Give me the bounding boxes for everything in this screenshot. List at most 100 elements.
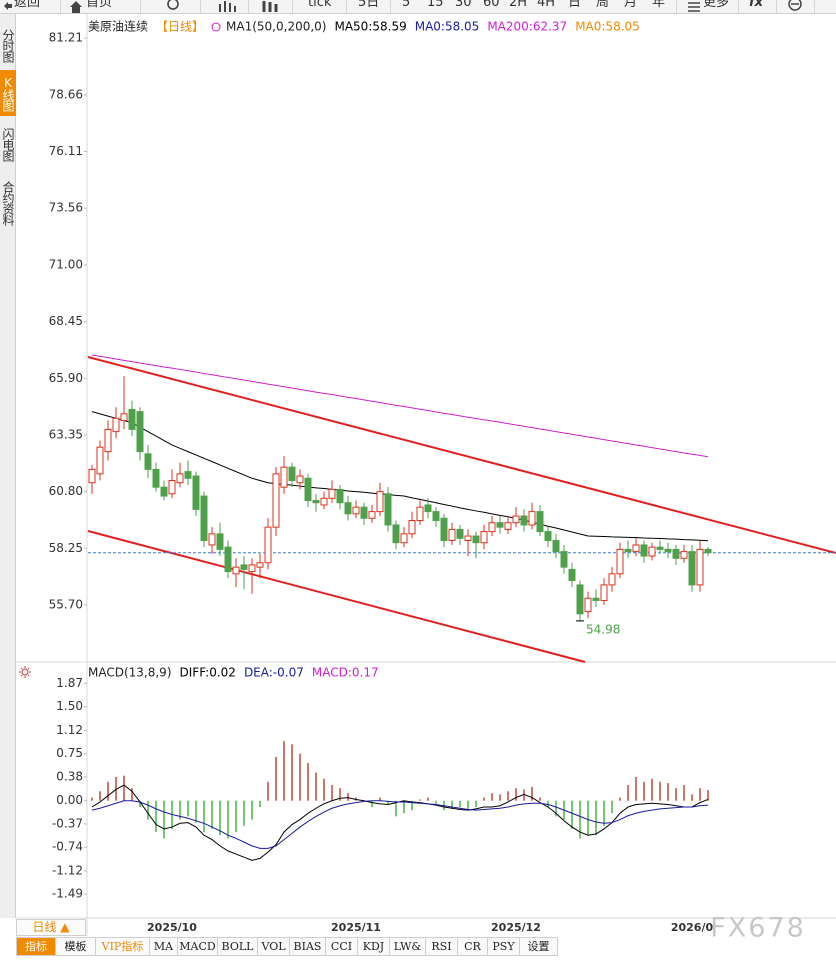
- home-icon[interactable]: [70, 1, 82, 13]
- chart-icon[interactable]: [219, 1, 236, 12]
- candle-body: [256, 562, 264, 568]
- y-tick-label: 58.25: [49, 541, 83, 555]
- candle-body: [648, 546, 656, 557]
- candle-body: [296, 475, 304, 484]
- toolbar-button[interactable]: 周: [596, 0, 610, 10]
- tab[interactable]: 模板: [56, 937, 96, 956]
- candle-body: [248, 564, 256, 573]
- toolbar: 返回 首页 tick 5日 5 15 30 60 2H 4H 日 周 月 年 更…: [0, 0, 836, 14]
- tab[interactable]: CR: [458, 937, 488, 956]
- candle-body: [672, 548, 680, 559]
- candle-body: [128, 408, 136, 430]
- toolbar-button[interactable]: 60: [483, 0, 500, 10]
- toolbar-button[interactable]: 更多: [703, 0, 730, 10]
- candle-body: [680, 551, 688, 559]
- toolbar-button[interactable]: 日: [568, 0, 582, 10]
- legend-item: MA0:58.05: [575, 20, 640, 34]
- candle-body: [512, 515, 520, 524]
- indicator-line: [91, 411, 709, 542]
- tab[interactable]: KDJ: [358, 937, 390, 956]
- tab[interactable]: VOL: [258, 937, 290, 956]
- tab[interactable]: LW&: [390, 937, 426, 956]
- candle-body: [552, 539, 560, 553]
- indicator-tabs: 指标 模板 VIP指标 MA MACD BOLL VOL BIAS CCI KD…: [16, 937, 558, 956]
- y-tick-label: 55.70: [49, 597, 83, 611]
- y-tick-label: 60.80: [49, 484, 83, 498]
- zoom-icon[interactable]: [788, 0, 802, 11]
- tab[interactable]: VIP指标: [96, 937, 150, 956]
- side-tab[interactable]: K线图: [0, 70, 16, 116]
- candle-body: [272, 473, 280, 528]
- toolbar-icons: [4, 0, 802, 13]
- y-tick-label: 0.00: [56, 793, 83, 807]
- toolbar-button[interactable]: 15: [427, 0, 444, 10]
- y-tick-label: 0.38: [56, 769, 83, 783]
- toolbar-button[interactable]: 30: [455, 0, 472, 10]
- candle-body: [328, 488, 336, 499]
- candle-body: [504, 522, 512, 530]
- candle-body: [352, 506, 360, 515]
- trend-line: [87, 356, 836, 554]
- separator: [676, 0, 677, 13]
- candle-body: [632, 544, 640, 553]
- toolbar-button[interactable]: 5日: [358, 0, 380, 10]
- y-tick-label: 81.21: [49, 31, 83, 45]
- tab[interactable]: CCI: [326, 937, 358, 956]
- toolbar-button[interactable]: 5: [402, 0, 411, 10]
- settings-icon[interactable]: [19, 666, 31, 678]
- x-tick-label: 2025/12: [491, 921, 541, 934]
- candle-body: [600, 584, 608, 601]
- candle-body: [432, 511, 440, 521]
- tab[interactable]: MA: [150, 937, 178, 956]
- side-tab[interactable]: 分时图: [1, 28, 15, 62]
- y-tick-label: -1.49: [52, 887, 83, 901]
- candle-body: [592, 597, 600, 601]
- candle-body: [704, 548, 712, 554]
- refresh-icon[interactable]: [167, 0, 179, 10]
- y-tick-label: 68.45: [49, 314, 83, 328]
- toolbar-button[interactable]: 首页: [86, 0, 113, 10]
- candle-body: [544, 531, 552, 541]
- toolbar-button[interactable]: tick: [308, 0, 332, 10]
- candle-body: [400, 533, 408, 544]
- toolbar-button[interactable]: 4H: [537, 0, 556, 10]
- candle-body: [288, 466, 296, 482]
- period-selector[interactable]: 日线 ▲: [16, 919, 86, 936]
- candle-body: [368, 511, 376, 519]
- side-tab[interactable]: 闪电图: [1, 127, 15, 161]
- y-tick-label: -1.12: [52, 863, 83, 877]
- tab[interactable]: BOLL: [218, 937, 258, 956]
- tab[interactable]: MACD: [178, 937, 218, 956]
- tab[interactable]: PSY: [488, 937, 520, 956]
- separator: [248, 0, 249, 13]
- legend-item: MA200:62.37: [487, 20, 567, 34]
- candle-icon[interactable]: [262, 1, 278, 12]
- candle-body: [232, 566, 240, 575]
- side-tab[interactable]: 合约资料: [1, 181, 15, 225]
- toolbar-button[interactable]: fx: [749, 0, 764, 10]
- tab[interactable]: RSI: [426, 937, 458, 956]
- back-icon[interactable]: [4, 2, 12, 10]
- indicator-name: MA1(50,0,200,0): [226, 20, 326, 34]
- tab[interactable]: BIAS: [290, 937, 326, 956]
- tab[interactable]: 设置: [520, 937, 558, 956]
- legend-item: DEA:-0.07: [244, 666, 304, 680]
- chart-title: MACD(13,8,9): [88, 666, 172, 680]
- separator: [140, 0, 141, 13]
- candle-body: [120, 413, 128, 422]
- y-tick-label: 1.50: [56, 699, 83, 713]
- separator: [776, 0, 777, 13]
- y-tick-label: -0.37: [52, 816, 83, 830]
- y-tick-label: 0.75: [56, 746, 83, 760]
- menu-icon[interactable]: [688, 2, 700, 12]
- candle-body: [440, 517, 448, 541]
- candle-body: [528, 511, 536, 526]
- toolbar-button[interactable]: 返回: [14, 0, 41, 10]
- tab[interactable]: 指标: [16, 937, 56, 956]
- toolbar-button[interactable]: 月: [624, 0, 638, 10]
- y-tick-label: -0.74: [52, 840, 83, 854]
- toolbar-button[interactable]: 2H: [509, 0, 528, 10]
- toolbar-button[interactable]: 年: [652, 0, 666, 10]
- candle-body: [360, 506, 368, 519]
